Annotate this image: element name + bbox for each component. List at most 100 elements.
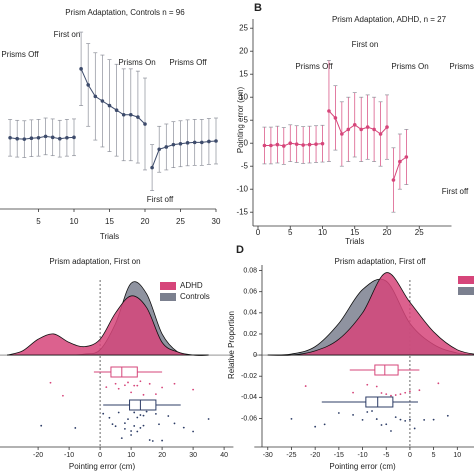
y-tick-label: -0.04 (241, 394, 257, 401)
jitter-point (155, 393, 157, 396)
x-tick-label: 0 (98, 452, 102, 459)
x-tick-label: 0 (256, 228, 261, 237)
y-axis-label: Pointing error (cm) (236, 87, 245, 154)
jitter-point (133, 384, 136, 387)
density (267, 272, 474, 356)
jitter-point (102, 412, 105, 415)
point (185, 141, 190, 145)
chart-title: Prism Adaptation, ADHD, n = 27 (332, 15, 447, 24)
point (327, 109, 331, 113)
jitter-point (437, 382, 440, 385)
point (114, 108, 119, 113)
point (129, 112, 133, 117)
x-axis-label: Trials (345, 237, 364, 246)
x-tick-label: 10 (453, 452, 461, 459)
point (43, 134, 48, 139)
jitter-point (366, 383, 369, 386)
point (72, 135, 76, 140)
jitter-point (136, 416, 139, 419)
jitter-point (40, 424, 43, 427)
jitter-point (130, 430, 133, 432)
point (192, 140, 197, 145)
annotation: Prisms On (391, 62, 428, 71)
x-tick-label: 10 (127, 452, 135, 459)
jitter-point (399, 393, 402, 396)
x-tick-label: -10 (64, 452, 74, 459)
point (93, 94, 98, 99)
jitter-point (337, 412, 340, 414)
chart-title: Prism adaptation, First off (335, 257, 427, 266)
jitter-point (117, 411, 120, 414)
x-tick-label: 20 (383, 228, 392, 237)
point (378, 132, 383, 136)
point (157, 147, 161, 152)
jitter-point (361, 419, 364, 421)
point (58, 136, 62, 141)
point (307, 142, 312, 147)
jitter-point (192, 430, 195, 433)
jitter-point (114, 382, 117, 385)
jitter-point (207, 418, 210, 420)
y-tick-label: 15 (239, 69, 248, 78)
panel-label: D (236, 244, 244, 256)
x-tick-label: 30 (189, 452, 197, 459)
jitter-point (173, 382, 176, 385)
jitter-point (108, 416, 111, 419)
point (288, 141, 293, 145)
annotation: Prisms Off (449, 62, 474, 71)
jitter-point (133, 425, 136, 427)
y-tick-label: 10 (239, 92, 248, 101)
x-tick-label: 25 (415, 228, 424, 237)
point (282, 144, 286, 148)
jitter-point (49, 381, 52, 384)
y-axis-label: Relative Proportion (227, 311, 236, 379)
jitter-point (167, 415, 170, 417)
line (80, 68, 146, 125)
x-tick-label: 10 (70, 217, 79, 226)
x-tick-label: 20 (141, 217, 150, 226)
x-tick-label: 5 (288, 228, 293, 237)
point (269, 143, 273, 148)
jitter-point (124, 422, 126, 425)
point (340, 132, 344, 136)
point (372, 127, 376, 132)
jitter-point (394, 394, 397, 396)
annotation: First on (54, 30, 81, 39)
jitter-point (366, 411, 369, 413)
jitter-point (404, 391, 407, 394)
jitter-point (130, 434, 133, 436)
point (143, 122, 147, 126)
annotation: Prisms Off (295, 62, 333, 71)
x-tick-label: 20 (158, 452, 166, 459)
legend-swatch (458, 276, 474, 284)
box (365, 396, 394, 408)
y-tick-label: -0.02 (241, 373, 257, 380)
point (333, 116, 338, 120)
y-tick-label: 0.06 (243, 289, 257, 296)
y-tick-label: -5 (241, 161, 249, 170)
y-tick-label: 0 (253, 352, 257, 359)
jitter-point (380, 392, 383, 394)
annotation: Prisms Off (169, 58, 207, 67)
jitter-point (130, 391, 133, 394)
point (391, 178, 396, 182)
x-tick-label: 5 (36, 217, 41, 226)
point (207, 139, 211, 144)
point (15, 136, 19, 141)
point (262, 143, 267, 148)
jitter-point (390, 394, 392, 397)
point (65, 135, 69, 140)
point (171, 142, 176, 147)
box (110, 366, 138, 378)
jitter-point (323, 423, 326, 426)
point (214, 139, 218, 143)
jitter-point (127, 418, 129, 421)
jitter-point (314, 425, 317, 428)
box (374, 364, 399, 376)
y-tick-label: -0.06 (241, 415, 257, 422)
jitter-point (74, 427, 77, 429)
annotation: First off (147, 195, 174, 204)
jitter-point (290, 417, 293, 420)
y-tick-label: -10 (236, 184, 248, 193)
jitter-point (380, 424, 383, 426)
